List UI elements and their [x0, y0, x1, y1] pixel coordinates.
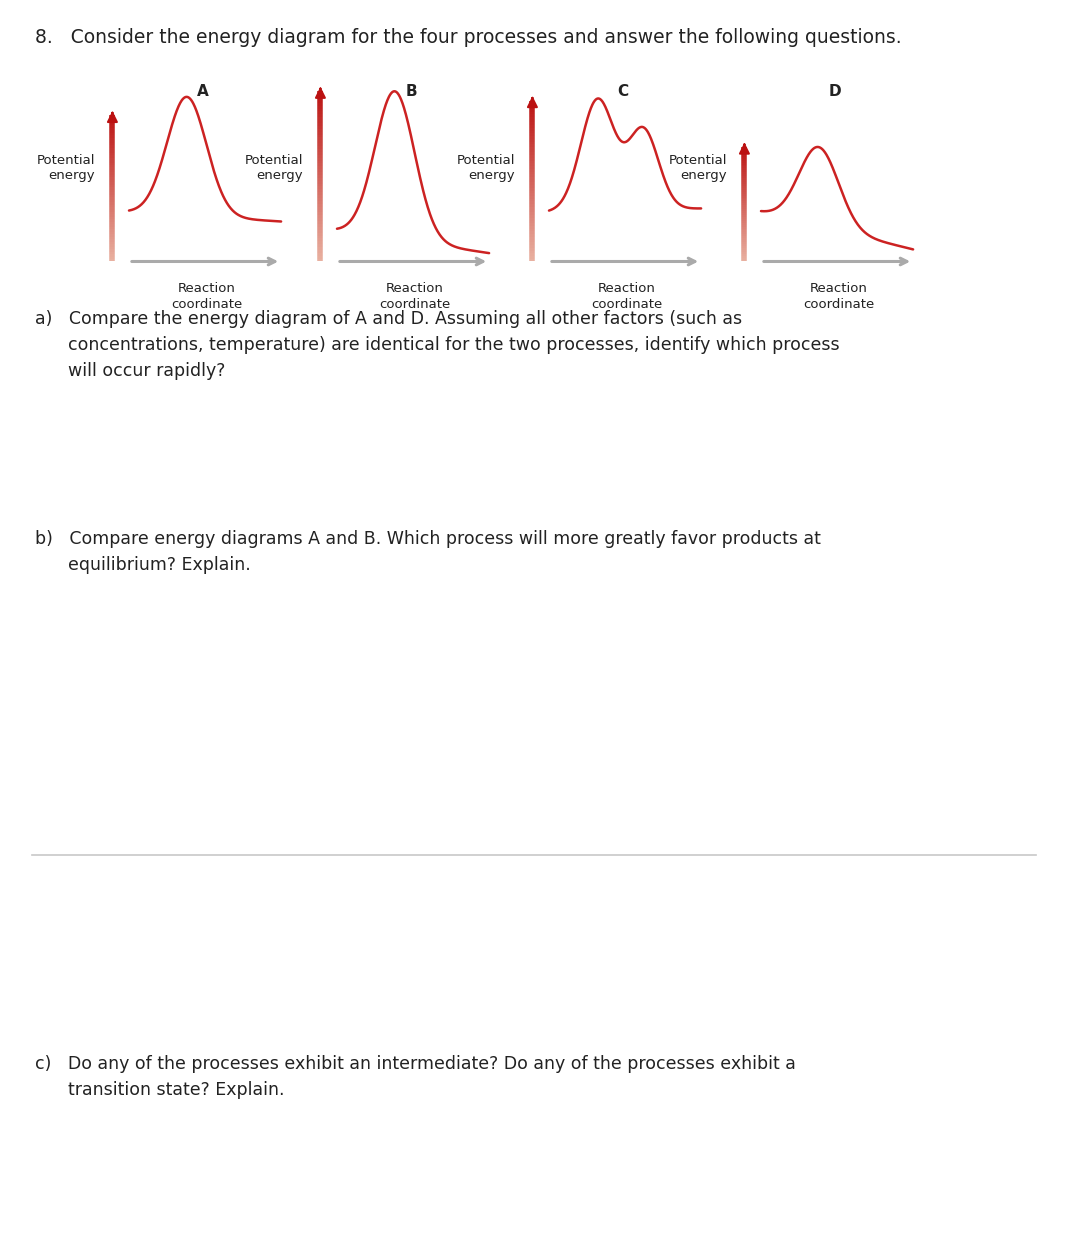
Text: A: A [198, 84, 209, 99]
Text: c)   Do any of the processes exhibit an intermediate? Do any of the processes ex: c) Do any of the processes exhibit an in… [35, 1055, 796, 1073]
Text: Potential
energy: Potential energy [245, 154, 303, 182]
Text: 8.   Consider the energy diagram for the four processes and answer the following: 8. Consider the energy diagram for the f… [35, 29, 901, 47]
Text: Reaction
coordinate: Reaction coordinate [803, 281, 875, 311]
Text: B: B [405, 84, 417, 99]
Text: Reaction
coordinate: Reaction coordinate [171, 281, 242, 311]
Text: transition state? Explain.: transition state? Explain. [35, 1081, 284, 1099]
Text: Reaction
coordinate: Reaction coordinate [379, 281, 451, 311]
Text: Reaction
coordinate: Reaction coordinate [592, 281, 662, 311]
Text: D: D [829, 84, 842, 99]
Text: concentrations, temperature) are identical for the two processes, identify which: concentrations, temperature) are identic… [35, 336, 839, 353]
Text: b)   Compare energy diagrams A and B. Which process will more greatly favor prod: b) Compare energy diagrams A and B. Whic… [35, 529, 821, 548]
Text: Potential
energy: Potential energy [36, 154, 95, 182]
Text: a)   Compare the energy diagram of A and D. Assuming all other factors (such as: a) Compare the energy diagram of A and D… [35, 310, 742, 329]
Text: will occur rapidly?: will occur rapidly? [35, 362, 225, 379]
Text: Potential
energy: Potential energy [669, 154, 727, 182]
Text: C: C [617, 84, 629, 99]
Text: equilibrium? Explain.: equilibrium? Explain. [35, 556, 251, 574]
Text: Potential
energy: Potential energy [456, 154, 515, 182]
